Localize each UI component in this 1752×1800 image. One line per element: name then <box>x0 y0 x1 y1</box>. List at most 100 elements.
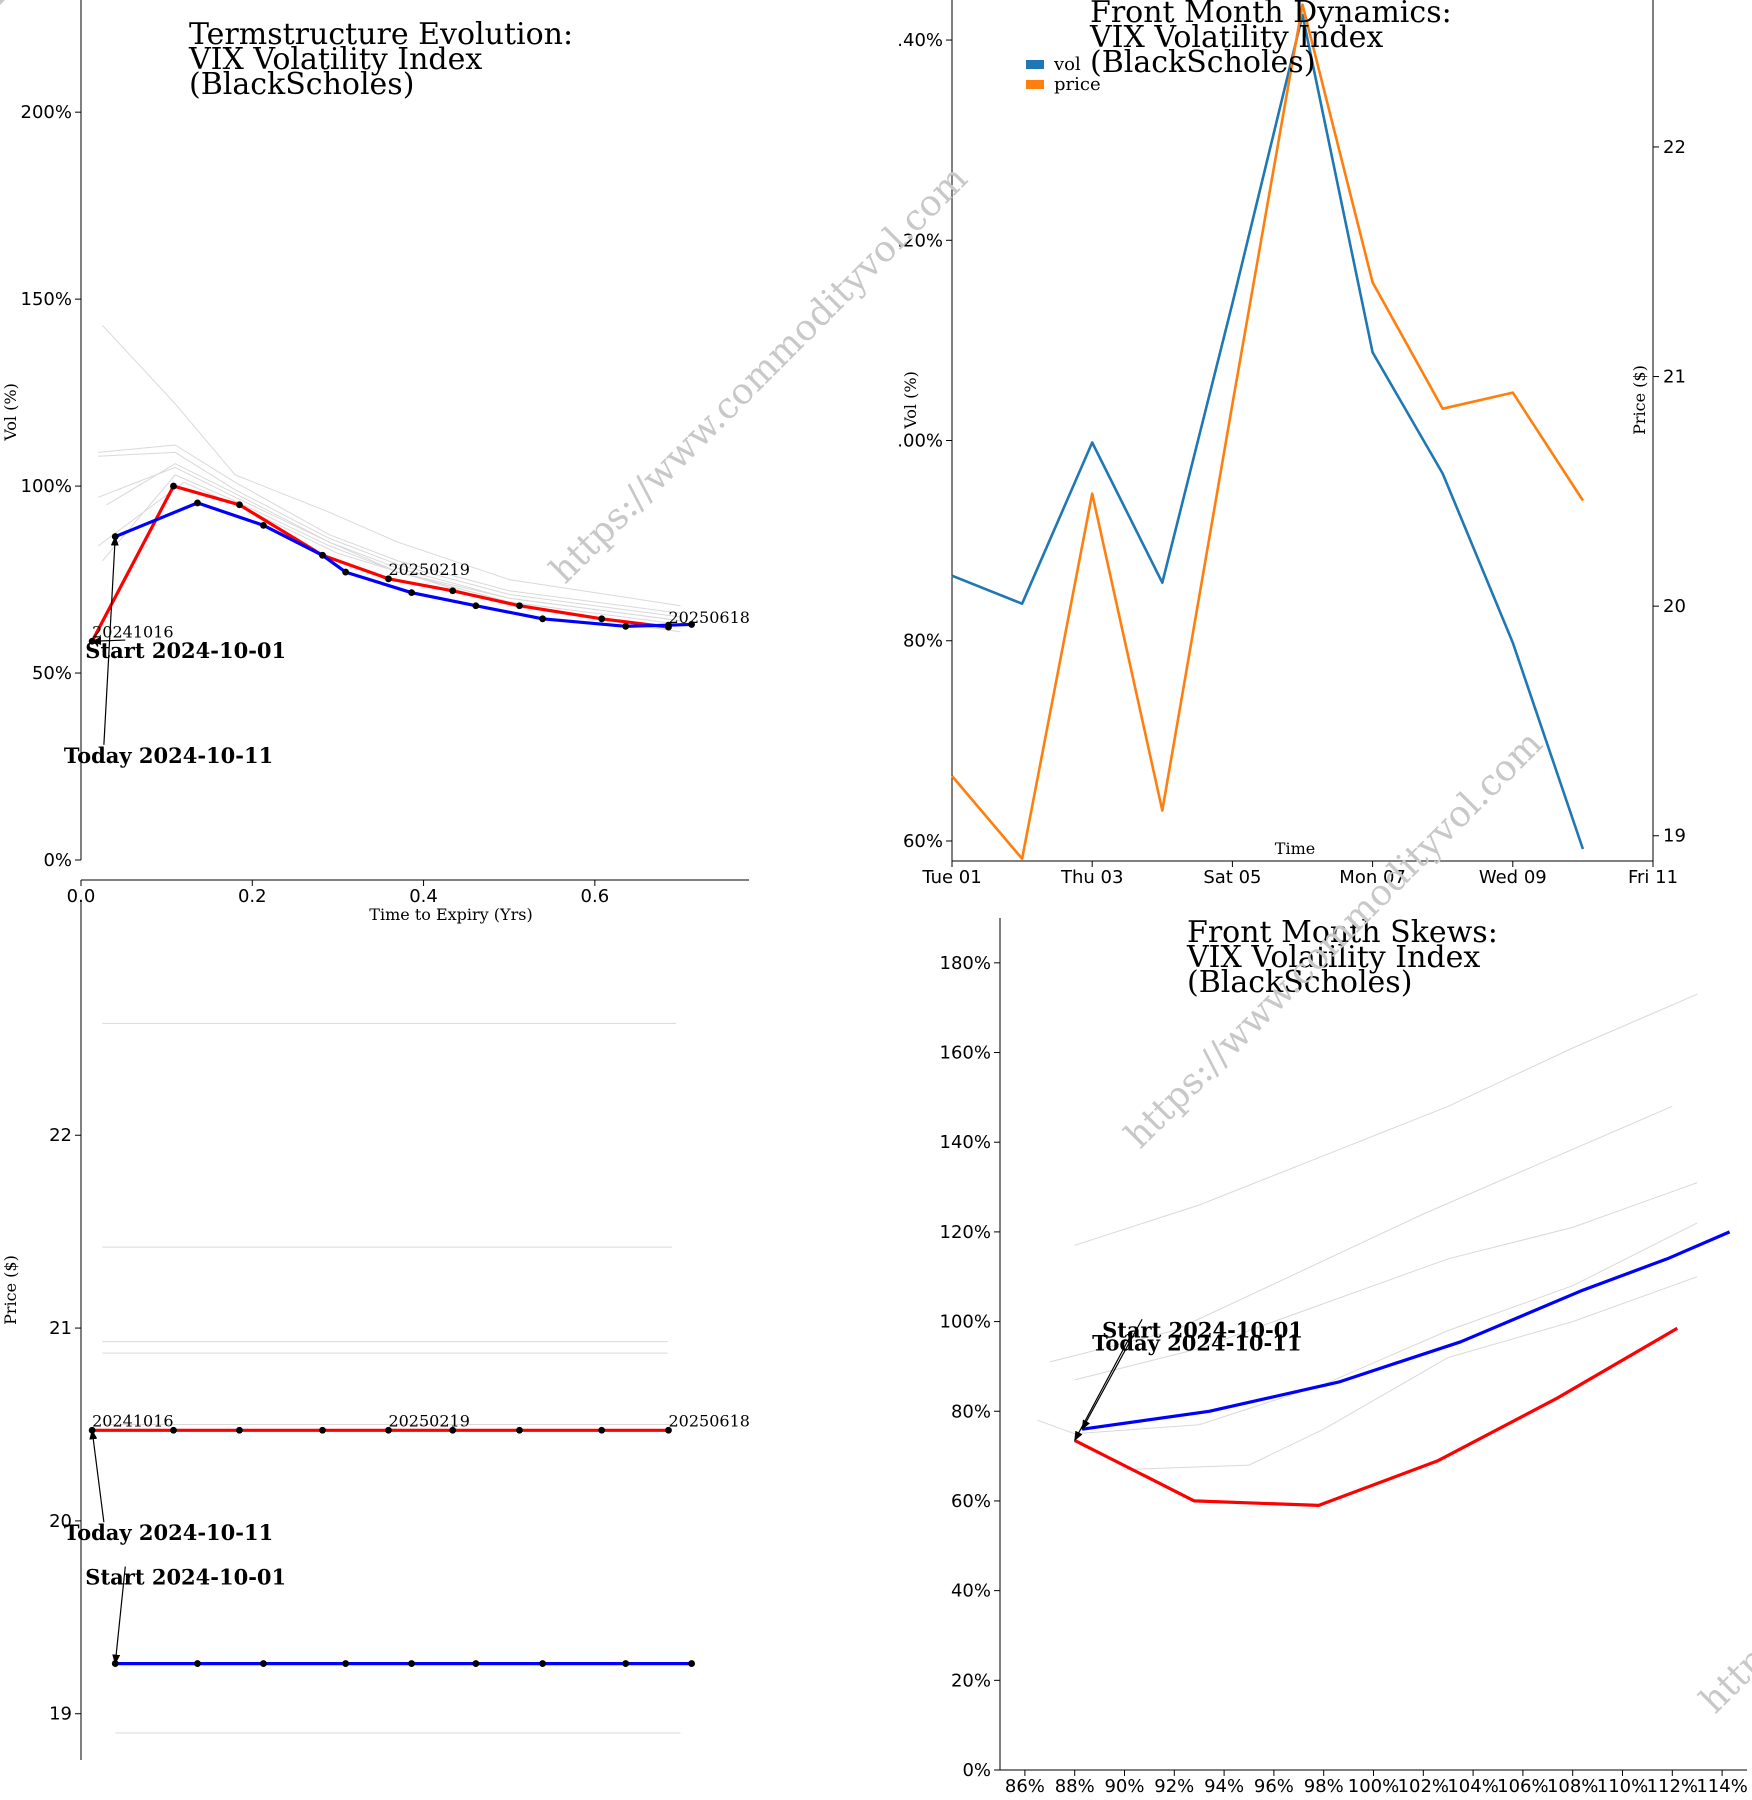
x-tick-label: 0.6 <box>581 886 610 907</box>
history-line <box>1074 993 1698 1246</box>
annotation-label: Today 2024-10-11 <box>1092 1331 1301 1356</box>
data-point <box>472 1660 480 1667</box>
data-point <box>622 1660 630 1667</box>
data-point <box>319 1426 326 1434</box>
left-y-tick-label: 0% <box>962 1760 991 1781</box>
data-point <box>385 575 392 583</box>
left-y-tick-label: 80% <box>903 631 943 652</box>
data-point <box>598 1426 606 1434</box>
history-line <box>1124 1276 1698 1471</box>
series-line-start <box>1073 1326 1679 1508</box>
data-point <box>260 521 267 529</box>
right-y-tick-label: 21 <box>1663 367 1686 388</box>
x-tick-label: 96% <box>1254 1776 1294 1795</box>
data-point <box>598 615 606 623</box>
x-tick-label: 88% <box>1055 1776 1095 1795</box>
annotation-arrow <box>103 535 119 745</box>
left-y-tick-label: 60% <box>951 1491 991 1512</box>
x-tick-label: Sat 05 <box>1203 867 1261 888</box>
annotation-arrow <box>1081 1318 1143 1431</box>
left-y-tick-label: 120% <box>940 1222 991 1243</box>
x-tick-label: 112% <box>1647 1776 1698 1795</box>
data-point <box>665 1426 672 1434</box>
data-point <box>449 587 457 595</box>
left-y-tick-label: 40% <box>951 1581 991 1602</box>
front-month-skews-chart: 0% 20% 40% 60% 80% 100% 120% 140% 160% 180% 86% 88%… <box>940 915 1748 1797</box>
left-y-tick-label: 50% <box>32 663 72 684</box>
right-y-tick-label: 20 <box>1663 596 1686 617</box>
x-tick-label: 104% <box>1447 1776 1498 1795</box>
left-y-tick-label: 100% <box>940 1312 991 1333</box>
x-axis-title: Time <box>1275 839 1315 858</box>
x-tick-label: 106% <box>1497 1776 1548 1795</box>
legend-swatch-price <box>1026 80 1044 89</box>
data-point <box>516 1426 523 1434</box>
history-line <box>1074 1182 1698 1381</box>
x-tick-label: 0.4 <box>409 886 438 907</box>
expiry-label: 20241016 <box>92 622 173 641</box>
series-line-today <box>1081 1230 1731 1431</box>
x-tick-label: Thu 03 <box>1060 867 1123 888</box>
expiry-label: 20241016 <box>92 1411 173 1430</box>
legend-label-vol: vol <box>1053 54 1081 75</box>
y-axis-title: Vol (%) <box>901 371 920 430</box>
annotation-label: Start 2024-10-01 <box>1102 1317 1303 1342</box>
x-tick-label: Mon 07 <box>1339 867 1406 888</box>
left-y-tick-label: 20% <box>951 1670 991 1691</box>
x-tick-label: 94% <box>1204 1776 1244 1795</box>
history-line <box>98 444 681 614</box>
annotation-label: Today 2024-10-11 <box>64 743 273 768</box>
data-point <box>539 1660 547 1667</box>
annotation-label: Today 2024-10-11 <box>64 1520 273 1545</box>
left-y-tick-label: 150% <box>21 289 72 310</box>
right-y-tick-label: 22 <box>1663 137 1686 158</box>
right-y-tick-label: 19 <box>1663 826 1686 847</box>
data-point <box>408 1660 415 1667</box>
data-point <box>688 1660 696 1667</box>
data-point <box>622 622 630 630</box>
data-point <box>516 602 523 610</box>
price-termstructure-chart: 19 20 21 22 Price ($) 20241016 20250219 2025061… <box>1 900 750 1760</box>
annotation-label: Start 2024-10-01 <box>85 638 286 663</box>
front-month-dynamics-chart: 60% 80% .00% .20% .40% 19 20 21 22 Tue 01 Thu 03 Sa… <box>897 0 1686 888</box>
series-line-price <box>951 3 1584 861</box>
data-point <box>236 1426 243 1434</box>
termstructure-chart: Termstructure Evolution:VIX Volatility I… <box>1 0 750 924</box>
data-point <box>385 1426 392 1434</box>
data-point <box>665 621 672 629</box>
x-tick-label: 0.0 <box>67 886 96 907</box>
history-line <box>97 481 681 633</box>
annotation-arrow <box>1074 1332 1133 1442</box>
annotation-arrow <box>91 636 126 645</box>
legend-swatch-vol <box>1026 60 1044 69</box>
x-tick-label: 102% <box>1398 1776 1449 1795</box>
series-line-vol <box>951 13 1585 850</box>
data-point <box>688 621 696 628</box>
x-tick-label: Wed 09 <box>1479 867 1547 888</box>
expiry-label: 20250219 <box>388 560 469 579</box>
legend-label-price: price <box>1054 74 1101 95</box>
left-y-tick-label: 200% <box>21 102 72 123</box>
chart-title-line: Front Month Skews: <box>1187 915 1498 950</box>
chart-title-line: Termstructure Evolution: <box>189 17 573 52</box>
annotation-arrow <box>89 1429 105 1523</box>
left-y-tick-label: .40% <box>897 30 943 51</box>
left-y-tick-label: .00% <box>897 431 943 452</box>
data-point <box>539 615 547 623</box>
x-tick-label: Fri 11 <box>1628 867 1678 888</box>
history-line <box>1049 1105 1673 1363</box>
left-y-tick-label: 20 <box>49 1511 72 1532</box>
x-tick-label: 90% <box>1104 1776 1144 1795</box>
x-tick-label: 108% <box>1547 1776 1598 1795</box>
x-tick-label: 110% <box>1597 1776 1648 1795</box>
left-y-tick-label: 0% <box>43 850 72 871</box>
data-point <box>449 1426 457 1434</box>
data-point <box>170 1426 177 1434</box>
data-point <box>260 1660 267 1667</box>
left-y-tick-label: 21 <box>49 1318 72 1339</box>
data-point <box>408 589 415 597</box>
data-point <box>342 1660 350 1667</box>
chart-title-line: VIX Volatility Index <box>1089 20 1383 55</box>
